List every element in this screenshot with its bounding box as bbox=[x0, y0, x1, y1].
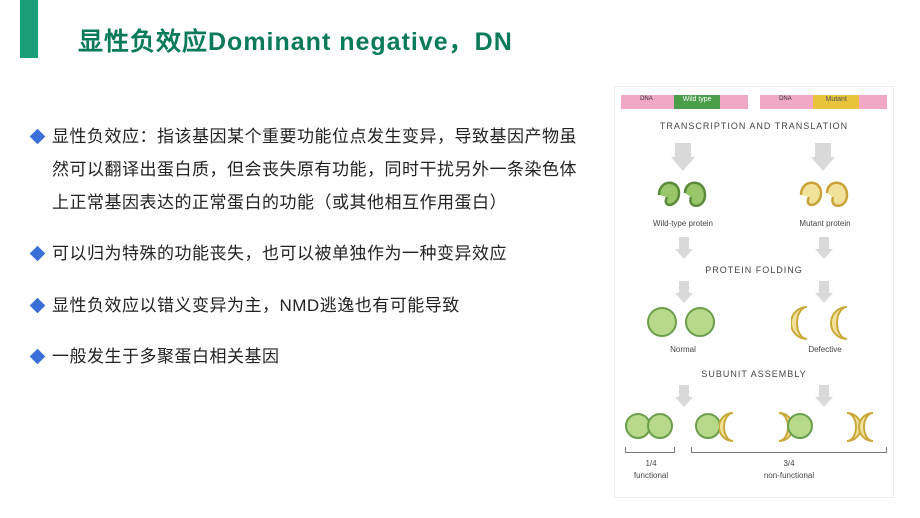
caption-nonfunctional: non-functional bbox=[729, 471, 849, 480]
caption-frac-nonfunctional: 3/4 bbox=[729, 459, 849, 468]
caption-mutant: Mutant protein bbox=[765, 219, 885, 228]
caption-functional: functional bbox=[591, 471, 711, 480]
dna-wildtype: DNA Wild type bbox=[615, 95, 754, 109]
diamond-icon bbox=[30, 246, 46, 262]
caption-wildtype: Wild-type protein bbox=[623, 219, 743, 228]
bullet-list: 显性负效应：指该基因某个重要功能位点发生变异，导致基因产物虽然可以翻译出蛋白质，… bbox=[32, 120, 592, 391]
list-item: 可以归为特殊的功能丧失，也可以被单独作为一种变异效应 bbox=[32, 237, 592, 270]
list-item: 显性负效应以错义变异为主，NMD逃逸也有可能导致 bbox=[32, 289, 592, 322]
dna-label: DNA bbox=[621, 96, 672, 102]
bullet-text: 显性负效应以错义变异为主，NMD逃逸也有可能导致 bbox=[52, 289, 592, 322]
dna-label: Mutant bbox=[813, 96, 859, 103]
dna-row: DNA Wild type DNA Mutant bbox=[615, 95, 893, 109]
dna-label: Wild type bbox=[674, 96, 720, 103]
wildtype-protein-icon bbox=[649, 173, 719, 217]
bracket-icon bbox=[691, 447, 887, 453]
list-item: 显性负效应：指该基因某个重要功能位点发生变异，导致基因产物虽然可以翻译出蛋白质，… bbox=[32, 120, 592, 219]
bullet-text: 显性负效应：指该基因某个重要功能位点发生变异，导致基因产物虽然可以翻译出蛋白质，… bbox=[52, 120, 592, 219]
dna-label: DNA bbox=[760, 96, 811, 102]
list-item: 一般发生于多聚蛋白相关基因 bbox=[32, 340, 592, 373]
diamond-icon bbox=[30, 348, 46, 364]
mutant-protein-icon bbox=[791, 173, 861, 217]
slide: 显性负效应Dominant negative，DN 显性负效应：指该基因某个重要… bbox=[0, 0, 920, 518]
dimer-mixed-icon bbox=[787, 413, 813, 439]
section-label-transcription: TRANSCRIPTION AND TRANSLATION bbox=[615, 121, 893, 131]
diagram: DNA Wild type DNA Mutant TRANSCRIPTION A… bbox=[614, 86, 894, 498]
dimer-mixed-icon bbox=[695, 413, 721, 439]
bullet-text: 可以归为特殊的功能丧失，也可以被单独作为一种变异效应 bbox=[52, 237, 592, 270]
defective-moon-icon bbox=[791, 305, 871, 341]
accent-bar bbox=[20, 0, 38, 58]
caption-defective: Defective bbox=[765, 345, 885, 354]
label-text: TRANSCRIPTION AND TRANSLATION bbox=[660, 121, 848, 131]
dimer-green-icon bbox=[647, 413, 673, 439]
diamond-icon bbox=[30, 297, 46, 313]
dimer-mixed-moon-icon bbox=[719, 411, 749, 443]
dna-mutant: DNA Mutant bbox=[754, 95, 893, 109]
normal-circle-icon bbox=[647, 307, 677, 337]
page-title: 显性负效应Dominant negative，DN bbox=[78, 22, 513, 58]
diamond-icon bbox=[30, 129, 46, 145]
dimer-yellow-icon bbox=[831, 411, 891, 443]
bullet-text: 一般发生于多聚蛋白相关基因 bbox=[52, 340, 592, 373]
caption-normal: Normal bbox=[623, 345, 743, 354]
section-label-assembly: SUBUNIT ASSEMBLY bbox=[615, 369, 893, 379]
normal-circle-icon bbox=[685, 307, 715, 337]
caption-frac-functional: 1/4 bbox=[591, 459, 711, 468]
section-label-folding: PROTEIN FOLDING bbox=[615, 265, 893, 275]
bracket-icon bbox=[625, 447, 675, 453]
